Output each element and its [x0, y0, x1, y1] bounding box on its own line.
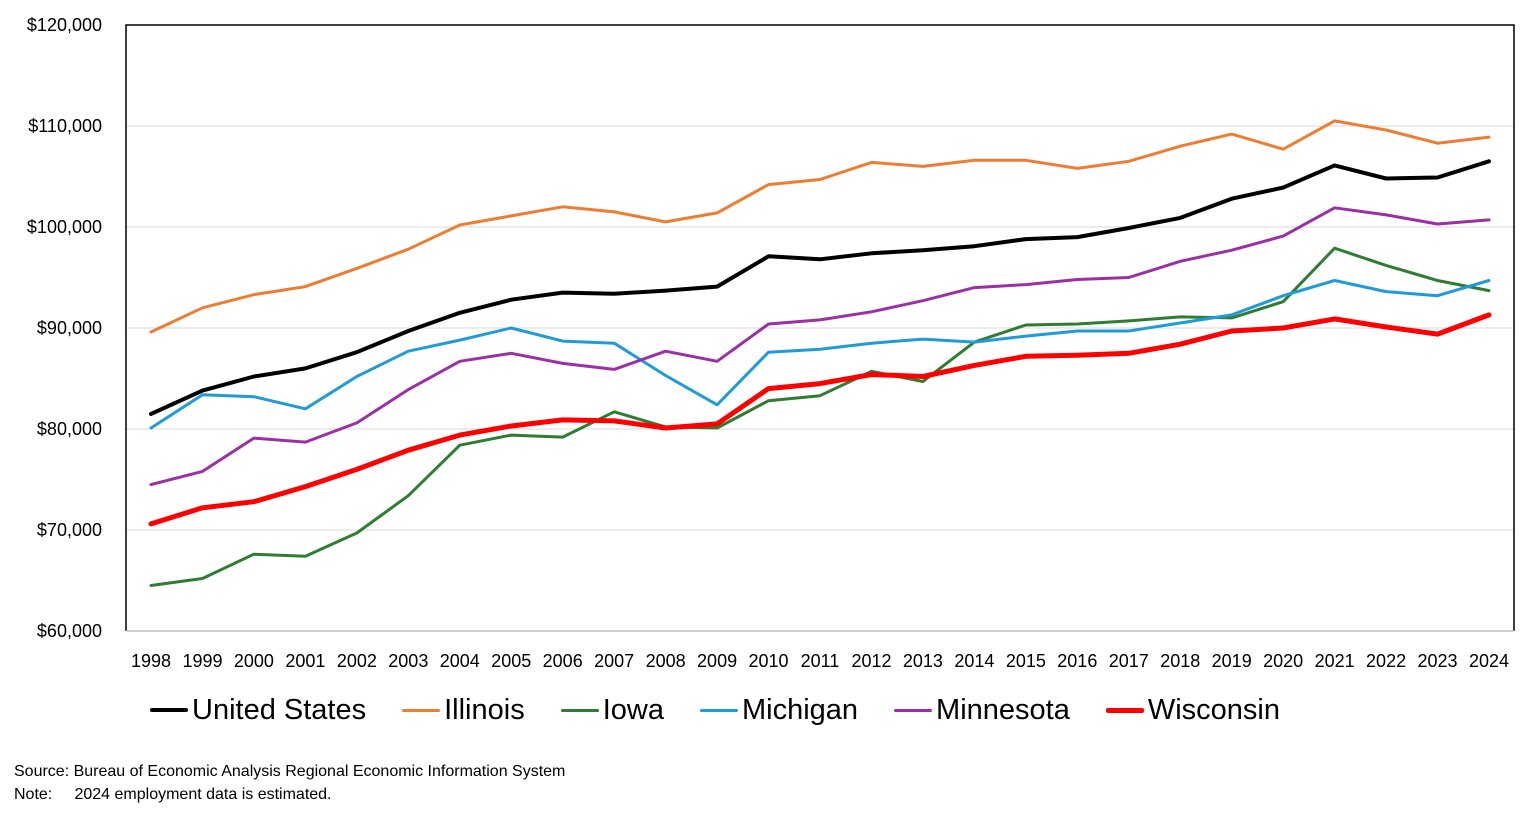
x-tick-label: 2000: [234, 651, 274, 671]
legend-item-illinois: Illinois: [402, 690, 525, 730]
legend-swatch: [1105, 707, 1144, 713]
x-tick-label: 2002: [337, 651, 377, 671]
legend-swatch: [699, 708, 738, 712]
x-tick-label: 2011: [801, 651, 840, 671]
legend-swatch: [560, 708, 599, 712]
legend-label: Iowa: [602, 694, 664, 726]
x-tick-label: 2020: [1263, 651, 1303, 671]
x-tick-label: 1999: [182, 651, 222, 671]
series-lines: [148, 119, 1492, 587]
source-note: Source: Bureau of Economic Analysis Regi…: [14, 763, 566, 780]
x-tick-label: 2013: [903, 651, 943, 671]
series-line-iowa: [149, 246, 1491, 587]
series-line-wisconsin: [148, 312, 1492, 527]
legend-item-united-states: United States: [150, 690, 366, 730]
y-axis-ticks: $60,000 $70,000 $80,000 $90,000 $100,000 $110…: [27, 15, 102, 641]
legend-item-iowa: Iowa: [560, 690, 664, 730]
legend-item-michigan: Michigan: [699, 690, 859, 730]
x-tick-label: 2021: [1315, 651, 1355, 671]
x-tick-label: 2017: [1109, 651, 1149, 671]
x-axis-ticks: 1998 1999 2000 2001 2002 2003 2004 2005 2006 2007…: [131, 651, 1509, 671]
x-tick-label: 2016: [1057, 651, 1097, 671]
series-line-united-states: [149, 159, 1491, 416]
x-tick-label: 2001: [285, 651, 325, 671]
x-tick-label: 2008: [646, 651, 686, 671]
legend-swatch: [150, 708, 188, 712]
legend-swatch: [402, 708, 441, 712]
x-tick-label: 2023: [1418, 651, 1458, 671]
x-tick-label: 2010: [749, 651, 789, 671]
x-tick-label: 2006: [543, 651, 583, 671]
x-tick-label: 2022: [1366, 651, 1406, 671]
axes: [125, 24, 1515, 632]
series-line-minnesota: [149, 206, 1491, 487]
legend-swatch: [894, 708, 933, 712]
x-tick-label: 2003: [388, 651, 428, 671]
legend-label: Minnesota: [936, 694, 1070, 726]
legend-label: United States: [192, 694, 367, 726]
y-tick-label: $110,000: [28, 116, 102, 136]
x-tick-label: 2018: [1160, 651, 1200, 671]
x-tick-label: 2024: [1469, 651, 1509, 671]
estimate-note: Note: 2024 employment data is estimated.: [14, 786, 332, 803]
y-tick-label: $80,000: [37, 419, 102, 439]
series-line-michigan: [149, 279, 1491, 430]
y-tick-label: $90,000: [37, 318, 102, 338]
legend-item-minnesota: Minnesota: [894, 690, 1070, 730]
x-tick-label: 2005: [491, 651, 531, 671]
x-tick-label: 2014: [954, 651, 994, 671]
chart-legend: United States Illinois Iowa Michigan Minneso…: [150, 690, 1316, 730]
x-tick-label: 2007: [594, 651, 634, 671]
x-tick-label: 2009: [697, 651, 737, 671]
x-tick-label: 2015: [1006, 651, 1046, 671]
legend-label: Michigan: [741, 694, 859, 726]
y-tick-label: $100,000: [27, 217, 102, 237]
x-tick-label: 2019: [1212, 651, 1252, 671]
x-tick-label: 2004: [440, 651, 480, 671]
x-tick-label: 2012: [851, 651, 891, 671]
legend-item-wisconsin: Wisconsin: [1105, 690, 1280, 730]
y-tick-label: $60,000: [37, 621, 102, 641]
legend-label: Illinois: [444, 694, 525, 726]
footnotes: Source: Bureau of Economic Analysis Regi…: [14, 760, 565, 806]
y-tick-label: $70,000: [37, 520, 102, 540]
series-line-illinois: [149, 119, 1491, 334]
x-tick-label: 1998: [131, 651, 171, 671]
plot-frame: [125, 24, 1515, 631]
legend-label: Wisconsin: [1147, 694, 1280, 726]
y-tick-label: $120,000: [27, 15, 102, 35]
